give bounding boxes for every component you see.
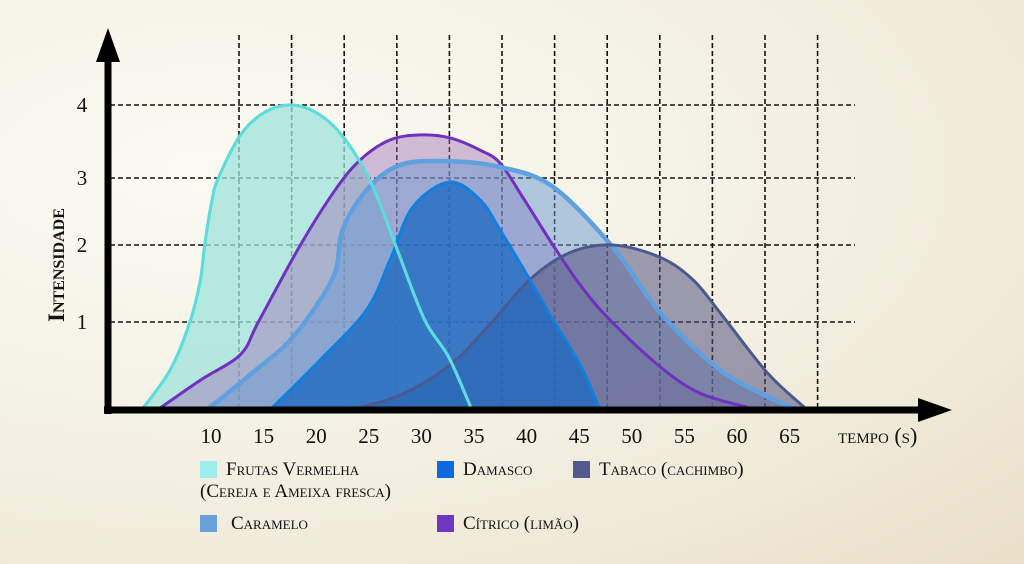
y-tick-label: 4 bbox=[77, 93, 88, 117]
legend-swatch bbox=[437, 461, 454, 478]
line-caramelo bbox=[205, 158, 801, 413]
x-tick-label: 35 bbox=[464, 424, 485, 448]
line-damasco bbox=[268, 180, 602, 412]
x-tick-label: 25 bbox=[358, 424, 379, 448]
x-tick-label: 40 bbox=[516, 424, 537, 448]
legend-swatch bbox=[200, 515, 217, 532]
legend-item-frutas: Frutas Vermelha (Cereja e Ameixa fresca) bbox=[200, 459, 391, 503]
legend-item-citrico: Cítrico (limão) bbox=[437, 513, 579, 535]
y-tick-label: 1 bbox=[77, 310, 88, 334]
area-damasco bbox=[269, 181, 601, 410]
x-tick-label: 65 bbox=[779, 424, 800, 448]
legend-item-damasco: Damasco bbox=[437, 459, 532, 481]
x-tick-label: 45 bbox=[569, 424, 590, 448]
line-tabaco bbox=[349, 243, 809, 412]
legend-label: Tabaco (cachimbo) bbox=[599, 459, 744, 480]
x-tick-label: 60 bbox=[727, 424, 748, 448]
x-tick-label: 50 bbox=[621, 424, 642, 448]
y-tick-label: 3 bbox=[77, 166, 88, 190]
legend-label: Cítrico (limão) bbox=[463, 513, 580, 534]
tick-labels: 10 15 20 25 30 35 40 45 50 55 60 65 1 2 3 4 bbox=[77, 93, 800, 448]
legend-swatch bbox=[573, 461, 590, 478]
axes bbox=[96, 28, 952, 422]
y-tick-label: 2 bbox=[77, 233, 88, 257]
legend-swatch bbox=[200, 461, 217, 478]
line-frutas-top bbox=[140, 103, 474, 411]
legend-label: Caramelo bbox=[231, 513, 308, 534]
x-tick-label: 15 bbox=[253, 424, 274, 448]
y-axis-label: Intensidade bbox=[44, 208, 69, 322]
legend-label: Frutas Vermelha (Cereja e Ameixa fresca) bbox=[200, 459, 391, 503]
legend-item-tabaco: Tabaco (cachimbo) bbox=[573, 459, 744, 481]
legend-label-line2: (Cereja e Ameixa fresca) bbox=[200, 481, 391, 502]
x-axis-arrow bbox=[918, 398, 952, 422]
x-tick-label: 30 bbox=[411, 424, 432, 448]
x-tick-label: 55 bbox=[674, 424, 695, 448]
series-areas bbox=[140, 103, 809, 413]
legend-label-line1: Frutas Vermelha bbox=[226, 459, 360, 480]
y-axis-arrow bbox=[96, 28, 120, 62]
x-tick-label: 20 bbox=[306, 424, 327, 448]
legend-item-caramelo: Caramelo bbox=[200, 513, 308, 535]
x-axis-label: tempo (s) bbox=[838, 423, 917, 448]
line-citrico bbox=[156, 133, 761, 412]
legend-swatch bbox=[437, 515, 454, 532]
legend-label: Damasco bbox=[463, 459, 533, 480]
x-tick-label: 10 bbox=[201, 424, 222, 448]
